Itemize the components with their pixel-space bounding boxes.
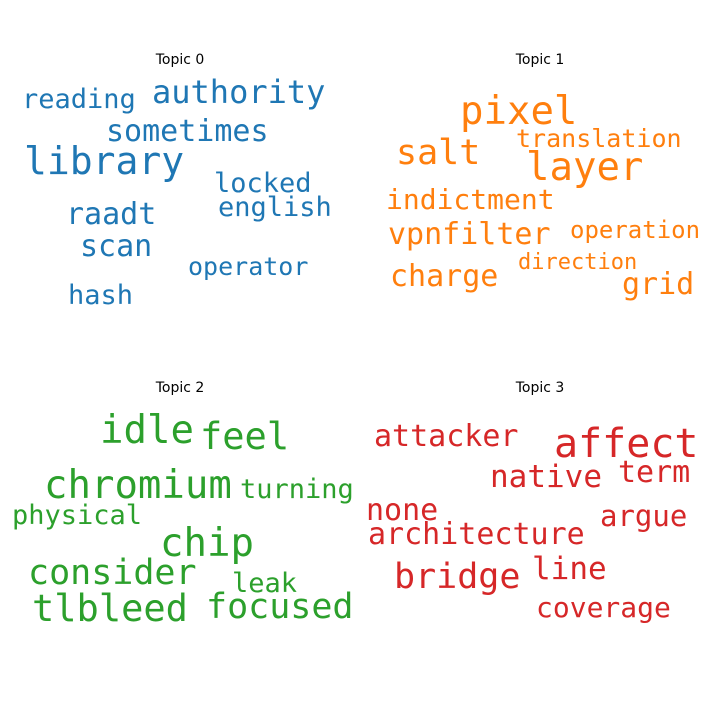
topic-title: Topic 1 bbox=[515, 52, 565, 68]
word-bridge: bridge bbox=[394, 557, 521, 597]
word-operation: operation bbox=[570, 216, 701, 244]
word-reading: reading bbox=[22, 84, 136, 115]
word-chip: chip bbox=[160, 521, 254, 566]
word-layer: layer bbox=[526, 145, 644, 190]
word-consider: consider bbox=[28, 553, 197, 593]
word-term: term bbox=[618, 455, 691, 490]
word-direction: direction bbox=[518, 250, 638, 275]
topic-panel-2: Topic 2 idle feel chromium turning physical c… bbox=[0, 328, 360, 688]
word-indictment: indictment bbox=[386, 183, 555, 216]
word-attacker: attacker bbox=[374, 419, 519, 454]
word-leak: leak bbox=[232, 568, 298, 599]
word-grid: grid bbox=[622, 267, 695, 302]
topic-panel-0: Topic 0 library authority sometimes reading… bbox=[0, 0, 360, 360]
topic-title: Topic 2 bbox=[155, 380, 205, 396]
word-chromium: chromium bbox=[44, 463, 232, 508]
word-architecture: architecture bbox=[368, 517, 585, 552]
word-english: english bbox=[218, 192, 332, 223]
topic-title: Topic 0 bbox=[155, 52, 205, 68]
word-tlbleed: tlbleed bbox=[32, 587, 188, 630]
word-none: none bbox=[366, 493, 439, 528]
word-native: native bbox=[490, 459, 602, 495]
word-turning: turning bbox=[240, 474, 354, 505]
word-library: library bbox=[24, 139, 185, 183]
word-salt: salt bbox=[396, 133, 481, 173]
word-raadt: raadt bbox=[66, 197, 157, 232]
word-idle: idle bbox=[100, 408, 194, 453]
word-pixel: pixel bbox=[460, 89, 578, 134]
word-authority: authority bbox=[152, 73, 326, 111]
topic-title: Topic 3 bbox=[515, 380, 565, 396]
word-argue: argue bbox=[600, 499, 688, 533]
word-physical: physical bbox=[12, 500, 143, 531]
word-hash: hash bbox=[68, 280, 134, 311]
word-locked: locked bbox=[214, 168, 312, 199]
word-focused: focused bbox=[206, 587, 354, 627]
word-charge: charge bbox=[390, 259, 499, 294]
word-affect: affect bbox=[554, 421, 699, 467]
word-operator: operator bbox=[188, 252, 309, 281]
topic-panel-1: Topic 1 pixel layer salt translation indictm… bbox=[360, 0, 720, 360]
word-vpnfilter: vpnfilter bbox=[388, 217, 551, 252]
topic-panel-3: Topic 3 affect attacker native term none argu… bbox=[360, 328, 720, 688]
word-coverage: coverage bbox=[536, 591, 671, 624]
word-line: line bbox=[532, 551, 607, 587]
word-scan: scan bbox=[80, 229, 153, 264]
word-feel: feel bbox=[200, 415, 290, 458]
word-translation: translation bbox=[516, 124, 682, 153]
word-sometimes: sometimes bbox=[106, 114, 269, 149]
